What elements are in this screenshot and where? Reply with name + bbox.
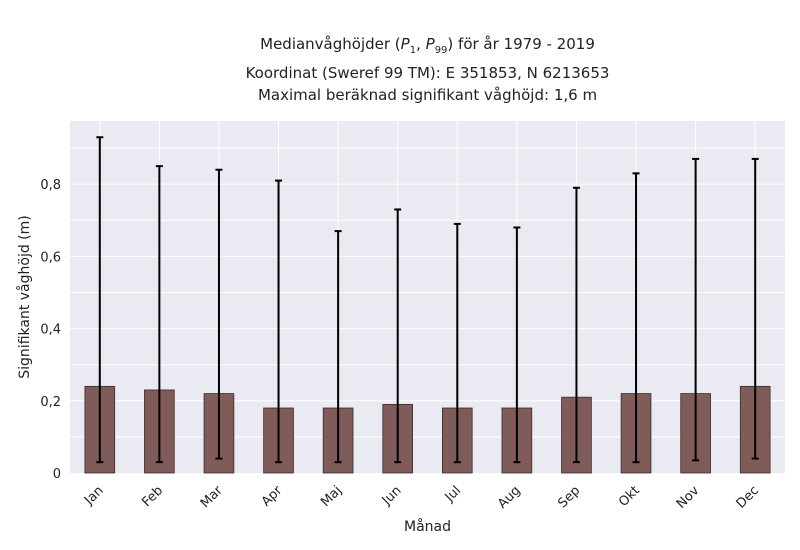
x-tick-label: Dec <box>734 483 762 511</box>
y-axis-ticks: 0 0,2 0,4 0,6 0,8 <box>40 178 61 482</box>
y-tick-label: 0,8 <box>40 178 61 193</box>
x-tick-label: Maj <box>318 483 345 510</box>
y-tick-label: 0 <box>53 467 61 482</box>
title-line-1: Medianvåghöjder (P1, P99) för år 1979 - … <box>260 35 595 56</box>
x-axis-label: Månad <box>404 518 451 535</box>
x-tick-label: Jul <box>442 483 464 505</box>
plot-area <box>70 121 785 473</box>
x-tick-label: Jun <box>379 483 405 509</box>
error-bars <box>96 136 759 464</box>
x-tick-label: Feb <box>139 483 166 510</box>
x-tick-label: Jan <box>81 483 106 508</box>
x-tick-label: Mar <box>198 483 226 511</box>
y-tick-label: 0,4 <box>40 323 61 338</box>
x-axis-ticks: Jan Feb Mar Apr Maj Jun Jul Aug Sep Okt Nov Dec <box>81 483 762 512</box>
x-tick-label: Okt <box>616 483 643 510</box>
y-tick-label: 0,6 <box>40 250 61 265</box>
x-tick-label: Aug <box>495 483 524 512</box>
x-tick-label: Sep <box>555 483 583 511</box>
x-tick-label: Nov <box>674 483 703 512</box>
title-line-3: Maximal beräknad signifikant våghöjd: 1,… <box>257 86 598 104</box>
y-tick-label: 0,2 <box>40 395 61 410</box>
chart-title: Medianvåghöjder (P1, P99) för år 1979 - … <box>0 33 800 106</box>
y-axis-label: Signifikant våghöjd (m) <box>16 215 33 378</box>
title-line-2: Koordinat (Sweref 99 TM): E 351853, N 62… <box>245 64 610 82</box>
x-tick-label: Apr <box>259 483 286 510</box>
